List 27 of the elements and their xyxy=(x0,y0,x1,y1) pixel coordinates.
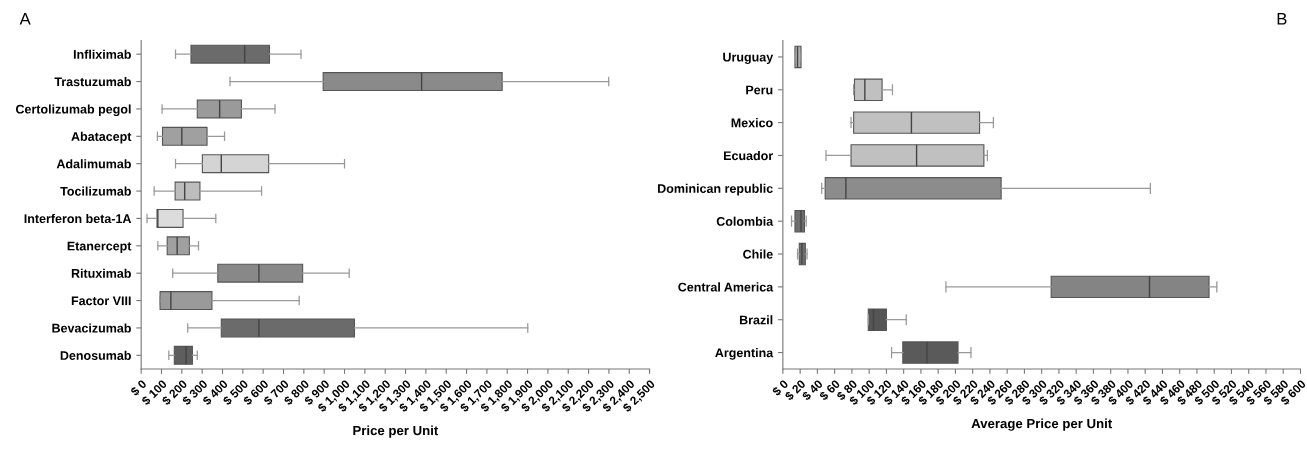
y-tick-label: Uruguay xyxy=(723,52,774,65)
y-tick-label: Bevacizumab xyxy=(52,323,131,333)
y-tick-label: Argentina xyxy=(715,348,774,360)
y-tick-label: Ecuador xyxy=(724,150,773,161)
y-tick-label: Abatacept xyxy=(71,131,132,144)
x-axis-title: Price per Unit xyxy=(353,425,439,438)
y-tick-label: Trastuzumab xyxy=(54,77,131,87)
y-tick-label: Certolizumab pegol xyxy=(15,104,131,117)
y-tick-label: Infliximab xyxy=(73,49,131,59)
y-tick-label: Peru xyxy=(746,85,773,95)
y-tick-label: Rituximab xyxy=(71,268,131,278)
y-tick-label: Tocilizumab xyxy=(60,186,131,196)
y-tick-label: Adalimumab xyxy=(56,159,131,169)
y-tick-label: Factor VIII xyxy=(71,296,131,306)
y-tick-label: Mexico xyxy=(731,118,773,128)
y-tick-label: Denosumab xyxy=(60,350,131,360)
y-tick-label: Etanercept xyxy=(67,241,132,253)
y-tick-label: Central America xyxy=(678,282,774,292)
y-tick-label: Dominican republic xyxy=(658,183,773,196)
x-axis-title: Average Price per Unit xyxy=(971,418,1113,431)
y-tick-label: Brazil xyxy=(739,315,773,325)
text: A xyxy=(19,13,31,25)
y-tick-label: Interferon beta-1A xyxy=(24,213,132,224)
x-tick-label: $ 0 xyxy=(129,378,148,397)
y-tick-label: Chile xyxy=(743,249,773,259)
y-tick-label: Colombia xyxy=(716,216,774,226)
text: B xyxy=(1277,13,1287,25)
